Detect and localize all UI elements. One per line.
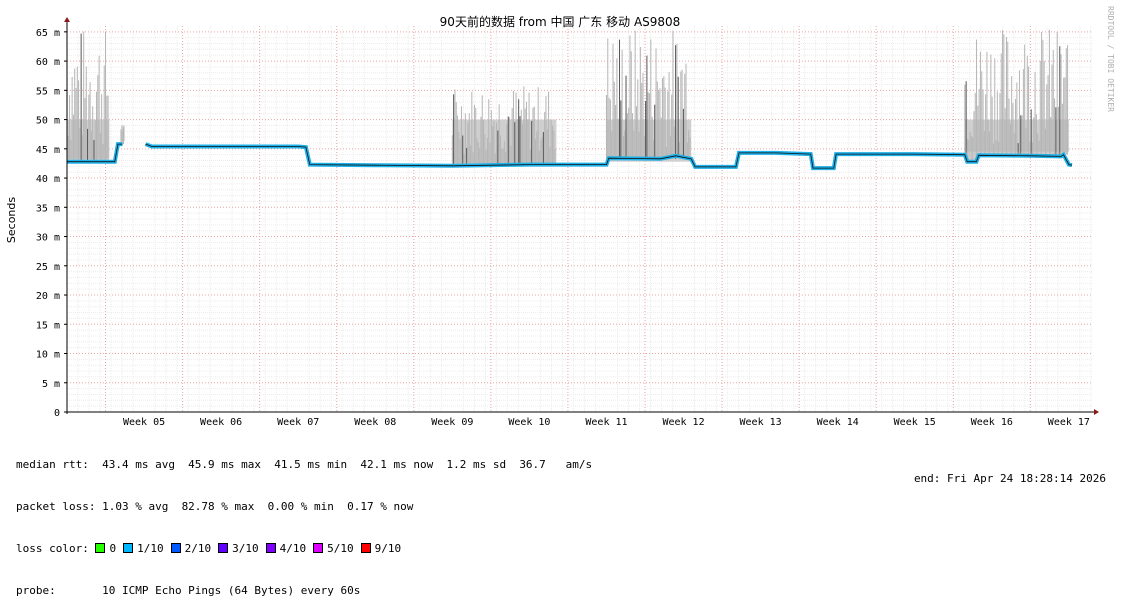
x-tick-labels: Week 05 Week 06 Week 07 Week 08 Week 09 Week … <box>123 417 1090 428</box>
grid <box>67 26 1092 412</box>
x-tick-label: Week 06 <box>200 417 242 428</box>
x-tick-label: Week 09 <box>431 417 473 428</box>
loss-color-value: 9/10 <box>374 542 402 555</box>
y-tick-label: 50 m <box>36 116 60 127</box>
loss-color-item: 0 <box>95 542 116 555</box>
x-tick-label: Week 10 <box>508 417 550 428</box>
y-tick-label: 30 m <box>36 233 60 244</box>
y-tick-labels: 0 5 m 10 m 15 m 20 m 25 m 30 m 35 m 40 m 45 m 50 m… <box>36 28 67 419</box>
x-axis-arrow <box>1094 409 1099 415</box>
y-tick-label: 25 m <box>36 262 60 273</box>
packet-loss-stats: packet loss: 1.03 % avg 82.78 % max 0.00… <box>16 500 414 513</box>
loss-color-swatch <box>95 543 106 553</box>
y-tick-label: 5 m <box>42 379 60 390</box>
loss-color-item: 3/10 <box>218 542 259 555</box>
x-tick-label: Week 12 <box>662 417 704 428</box>
x-tick-label: Week 07 <box>277 417 319 428</box>
median-rtt-line <box>145 143 1073 169</box>
median-rtt-series <box>67 142 1073 171</box>
x-tick-label: Week 08 <box>354 417 396 428</box>
y-axis-arrow <box>64 17 70 22</box>
y-tick-label: 20 m <box>36 291 60 302</box>
y-tick-label: 40 m <box>36 174 60 185</box>
max-rtt-band <box>66 29 1069 166</box>
loss-color-swatch <box>170 543 181 553</box>
loss-color-value: 4/10 <box>279 542 307 555</box>
median-rtt-stats: median rtt: 43.4 ms avg 45.9 ms max 41.5… <box>16 458 593 471</box>
loss-color-item: 2/10 <box>170 542 212 555</box>
max-rtt-area <box>120 125 125 142</box>
x-tick-label: Week 17 <box>1048 417 1090 428</box>
loss-color-value: 5/10 <box>327 542 354 555</box>
y-tick-label: 10 m <box>36 350 60 361</box>
y-tick-label: 65 m <box>36 28 60 39</box>
y-tick-label: 15 m <box>36 320 60 331</box>
chart-title: 90天前的数据 from 中国 广东 移动 AS9808 <box>440 14 681 29</box>
loss-color-label: loss color: <box>16 542 89 555</box>
x-tick-label: Week 16 <box>971 417 1013 428</box>
y-tick-label: 60 m <box>36 57 60 68</box>
end-timestamp: end: Fri Apr 24 18:28:14 2026 <box>913 472 1106 485</box>
loss-color-swatch <box>123 543 134 553</box>
median-rtt-line <box>67 143 123 163</box>
loss-color-item: 1/10 <box>123 542 164 555</box>
y-tick-label: 55 m <box>36 86 60 97</box>
probe-info: probe: 10 ICMP Echo Pings (64 Bytes) eve… <box>16 584 361 597</box>
legend: median rtt: 43.4 ms avg 45.9 ms max 41.5… <box>16 430 592 612</box>
loss-color-item: 4/10 <box>265 542 307 555</box>
x-tick-label: Week 14 <box>817 417 859 428</box>
axes <box>64 17 1099 415</box>
y-tick-label: 35 m <box>36 203 60 214</box>
y-axis-label: Seconds <box>5 197 18 243</box>
latency-chart: 90天前的数据 from 中国 广东 移动 AS9808 Seconds RRD… <box>5 6 1115 428</box>
x-tick-label: Week 11 <box>585 417 627 428</box>
loss-color-item: 5/10 <box>313 542 354 555</box>
rrdtool-credit: RRDTOOL / TOBI OETIKER <box>1106 6 1115 112</box>
x-tick-label: Week 05 <box>123 417 165 428</box>
loss-color-value: 0 <box>109 542 117 555</box>
x-tick-label: Week 15 <box>894 417 936 428</box>
loss-color-value: 3/10 <box>232 542 259 555</box>
y-tick-label: 0 <box>54 408 60 419</box>
y-tick-label: 45 m <box>36 145 60 156</box>
loss-color-swatch <box>218 543 229 553</box>
loss-color-value: 2/10 <box>184 542 212 555</box>
loss-color-legend: loss color: 0 1/10 2/10 3/10 4/10 5/10 9/10 <box>16 542 592 556</box>
loss-color-swatch <box>313 543 324 553</box>
x-tick-label: Week 13 <box>740 417 782 428</box>
loss-color-value: 1/10 <box>137 542 164 555</box>
loss-color-swatch <box>265 543 276 553</box>
loss-color-swatch <box>360 543 371 553</box>
max-rtt-area <box>67 119 110 159</box>
loss-color-item: 9/10 <box>360 542 402 555</box>
